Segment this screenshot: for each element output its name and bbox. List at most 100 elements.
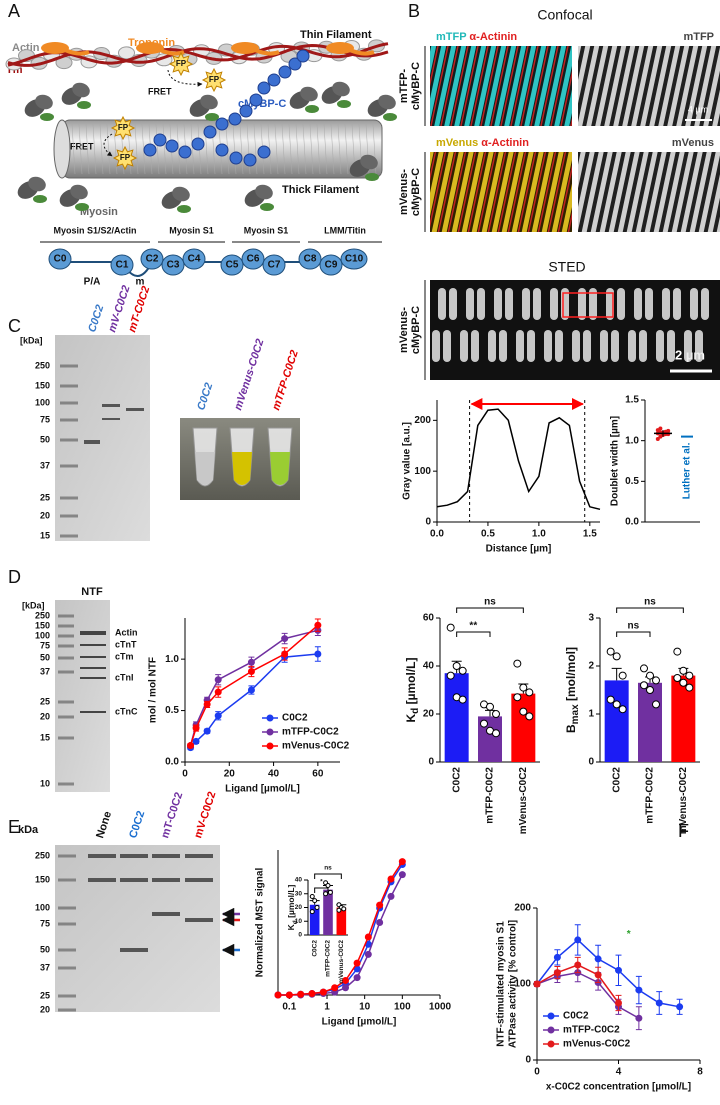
y-tick-label: 200 <box>514 903 531 914</box>
tube-label: C0C2 <box>195 381 215 411</box>
cmybpc-domain <box>296 49 310 63</box>
fluorescent-protein <box>168 51 194 77</box>
category-label: mTFP-C0C2 <box>485 767 496 824</box>
myosin-head <box>172 186 190 202</box>
legend-label: mTFP-C0C2 <box>563 1025 620 1036</box>
cmybpc-domain <box>249 93 263 107</box>
data-point <box>606 647 615 656</box>
ladder-band <box>58 854 76 858</box>
y-tick-label: 0 <box>428 757 434 768</box>
ladder-band <box>60 514 78 518</box>
tube-liquid <box>270 452 290 485</box>
data-point <box>446 671 455 680</box>
troponin <box>231 42 259 54</box>
significance-bracket <box>314 887 329 893</box>
legend-label: mTFP-C0C2 <box>282 727 339 738</box>
sted-band <box>438 288 446 320</box>
data-point <box>398 871 406 879</box>
label-part: [mol/mol] <box>564 647 578 704</box>
cmybpc-domain <box>257 145 271 159</box>
legend-marker <box>547 1026 555 1034</box>
y-tick-label: 40 <box>295 877 303 884</box>
filament-stripe <box>330 123 335 175</box>
light-chain <box>75 203 89 211</box>
channel-header: mVenus <box>672 137 714 149</box>
data-point <box>446 623 455 632</box>
row-label: cMyBP-C <box>410 168 422 216</box>
sted-band <box>572 330 580 362</box>
micrograph <box>578 46 720 126</box>
filament-end <box>53 119 71 179</box>
x-tick-label: 0.1 <box>282 1002 296 1013</box>
lane-label: mT-C0C2 <box>159 791 185 840</box>
label: FRET <box>148 86 172 96</box>
chart: 0 100 200 0 4 8 x-C0C2 concentration [µmol/L] N… <box>496 903 704 1093</box>
ladder-band <box>58 736 74 740</box>
cmybpc-domain <box>239 104 253 118</box>
ladder-band <box>60 401 78 405</box>
myosin-head <box>378 94 396 110</box>
data-point <box>533 980 541 988</box>
cmybpc-domain <box>215 143 229 157</box>
sted-band <box>449 288 457 320</box>
region-label: Myosin S1 <box>244 225 289 235</box>
cmybpc-domain <box>143 143 157 157</box>
sted-band <box>628 330 636 362</box>
data-point <box>203 700 211 708</box>
domain-label: C3 <box>167 260 180 271</box>
data-point <box>594 971 602 979</box>
significance-bracket <box>616 607 684 613</box>
significance-bracket <box>456 607 524 613</box>
category-label: mTFP-C0C2 <box>325 940 332 977</box>
domain <box>262 254 286 276</box>
marker-label: 250 <box>35 610 50 620</box>
panel-label: D <box>8 567 21 587</box>
y-tick-label: 0 <box>588 757 594 768</box>
cmybpc-domain <box>215 117 229 131</box>
troponin <box>41 42 69 54</box>
y-axis-label: Normalized MST signal <box>255 868 266 978</box>
marker-label: 20 <box>40 510 50 520</box>
data-point <box>398 858 406 866</box>
band-label: Actin <box>115 627 138 637</box>
label-part: [µmol/L] <box>404 657 418 707</box>
band-label: cTnT <box>115 639 137 649</box>
y-axis-label: mol / mol NTF <box>148 657 159 723</box>
filament-stripe <box>155 123 160 175</box>
x-tick-label: 10 <box>359 1002 371 1013</box>
cmybpc-domain <box>267 73 281 87</box>
domain-label: C1 <box>116 260 129 271</box>
marker-label: 150 <box>35 380 50 390</box>
category-label: C0C2 <box>451 767 462 793</box>
y-tick-label: 60 <box>423 613 435 624</box>
x-tick-label: 100 <box>394 1002 411 1013</box>
sted-band <box>544 330 552 362</box>
protein-band <box>80 677 106 679</box>
y-tick-label: 0 <box>298 932 302 939</box>
data-point <box>327 889 333 895</box>
scale-label: 4 µm <box>688 104 708 114</box>
marker-label: 250 <box>35 850 50 860</box>
data-point <box>353 965 361 973</box>
channel-name: mTFP <box>436 31 466 43</box>
data-point <box>618 705 627 714</box>
protein-band <box>120 948 148 952</box>
ladder-band <box>58 644 74 648</box>
channel-name: α-Actinin <box>478 137 529 149</box>
fp-label: FP <box>176 59 187 68</box>
sted-band <box>667 330 675 362</box>
marker-label: 75 <box>40 640 50 650</box>
data-point <box>312 898 318 904</box>
x-tick-label: 0 <box>534 1067 540 1078</box>
ladder-band <box>58 1008 76 1012</box>
row-label: cMyBP-C <box>410 306 422 354</box>
marker-label: 50 <box>40 652 50 662</box>
cmybpc-domain <box>178 145 192 159</box>
data-point <box>685 683 694 692</box>
protein-band <box>152 912 180 916</box>
x-tick-label: 4 <box>616 1067 622 1078</box>
filament-stripe <box>239 123 244 175</box>
ladder-band <box>58 878 76 882</box>
linker-label: P/A <box>84 277 101 288</box>
